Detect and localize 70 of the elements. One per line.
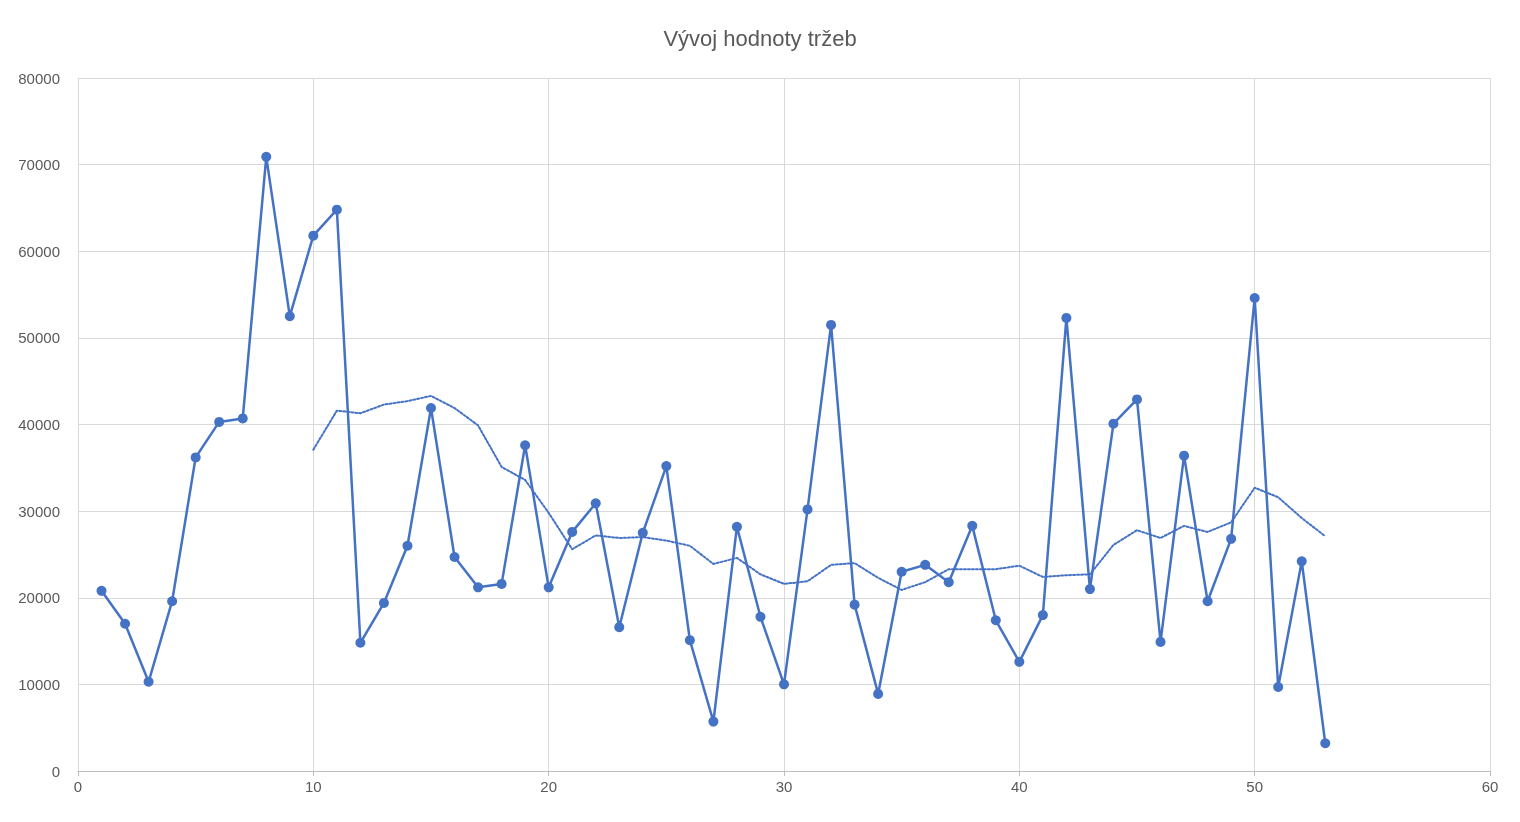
point xyxy=(637,527,648,538)
point xyxy=(1037,610,1048,621)
point xyxy=(449,552,460,563)
point xyxy=(1249,293,1260,304)
point xyxy=(920,559,931,570)
point xyxy=(590,498,601,509)
y-tick-label: 60000 xyxy=(18,242,60,260)
point xyxy=(308,230,319,241)
point xyxy=(190,452,201,463)
point xyxy=(684,635,695,646)
x-tick-label: 20 xyxy=(540,778,558,795)
y-tick-label: 40000 xyxy=(18,416,60,433)
point xyxy=(331,204,342,215)
point xyxy=(826,319,837,330)
point xyxy=(355,637,366,648)
point xyxy=(284,311,295,322)
x-tick-label: 50 xyxy=(1246,778,1264,795)
point xyxy=(402,540,413,551)
x-tick-label: 30 xyxy=(775,778,793,795)
point xyxy=(943,577,954,588)
y-tick-label: 80000 xyxy=(18,69,60,87)
point xyxy=(378,597,389,608)
point xyxy=(143,676,154,687)
x-tick-label: 10 xyxy=(304,778,322,795)
x-tick-label: 40 xyxy=(1010,778,1028,795)
point xyxy=(614,622,625,633)
y-tick-label: 10000 xyxy=(18,675,60,693)
y-tick-label: 30000 xyxy=(18,502,60,520)
point xyxy=(1132,394,1142,405)
point xyxy=(1155,636,1166,647)
point xyxy=(1179,450,1190,461)
x-tick-label: 60 xyxy=(1481,778,1499,795)
point xyxy=(473,582,484,593)
y-tick-label: 70000 xyxy=(18,156,60,174)
point xyxy=(1061,312,1072,323)
point xyxy=(426,403,436,414)
point xyxy=(96,585,107,596)
point xyxy=(1226,533,1237,544)
point xyxy=(661,461,672,472)
point xyxy=(708,716,719,727)
point xyxy=(120,618,131,629)
point xyxy=(896,566,907,577)
point xyxy=(1108,418,1119,429)
point xyxy=(237,413,248,424)
point xyxy=(214,416,225,427)
point xyxy=(873,688,884,699)
y-tick-label: 50000 xyxy=(18,329,60,347)
point xyxy=(167,596,178,607)
point xyxy=(849,599,860,610)
y-tick-label: 0 xyxy=(51,762,60,780)
point xyxy=(496,578,507,589)
y-tick-label: 20000 xyxy=(18,589,60,607)
point xyxy=(802,504,813,515)
point xyxy=(1202,596,1213,607)
point xyxy=(1273,681,1284,692)
point xyxy=(731,521,742,532)
chart-title: Vývoj hodnoty tržeb xyxy=(663,25,857,51)
point xyxy=(967,520,978,531)
point xyxy=(1296,556,1307,567)
point xyxy=(1084,584,1095,595)
point xyxy=(261,151,272,162)
point xyxy=(520,440,531,451)
point xyxy=(755,611,766,622)
point xyxy=(543,582,554,593)
point xyxy=(1320,738,1331,749)
point xyxy=(990,615,1001,626)
point xyxy=(567,526,578,537)
point xyxy=(1014,656,1025,667)
point xyxy=(779,679,789,690)
x-tick-label: 0 xyxy=(73,778,83,795)
